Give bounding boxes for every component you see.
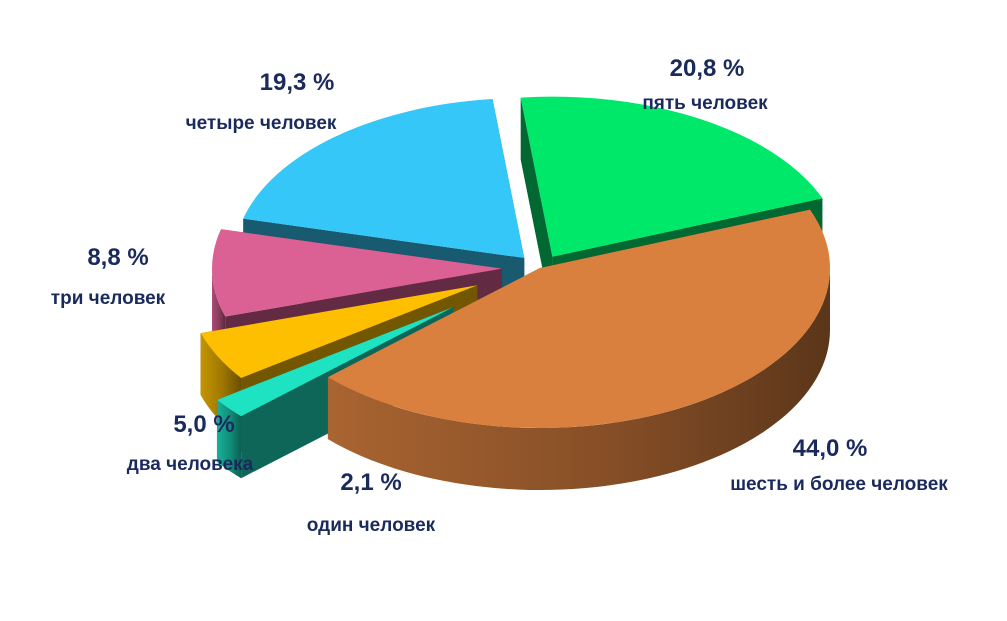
pie-slice-top [200, 285, 478, 378]
pie-labels: 2,1 % один человек 5,0 % два человека 8,… [51, 55, 948, 536]
slice-category-label-five: пять человек [642, 93, 768, 114]
pie-slice-wall-end [200, 285, 478, 396]
slice-value-label-six-plus: 44,0 % [793, 435, 868, 462]
pie-slice-top [243, 98, 525, 259]
slice-category-label-six-plus: шесть и более человек [730, 474, 948, 495]
slice-category-label-three: три человек [51, 288, 166, 309]
pie-slice-side [327, 268, 830, 490]
pie-slice-side [216, 399, 242, 479]
pie-slice-six-plus [327, 209, 830, 490]
pie-slice-wall-start [520, 97, 553, 319]
pie-slices [200, 96, 830, 490]
slice-value-label-five: 20,8 % [670, 55, 745, 82]
slice-category-label-one: один человек [307, 515, 436, 536]
slice-value-label-three: 8,8 % [87, 244, 148, 271]
pie-slice-top [520, 96, 823, 257]
pie-slice-top [216, 307, 454, 417]
slice-value-label-one: 2,1 % [340, 469, 401, 496]
slice-value-label-two: 5,0 % [173, 411, 234, 438]
slice-category-label-four: четыре человек [186, 113, 337, 134]
pie-slice-top [327, 209, 830, 428]
slice-value-label-four: 19,3 % [260, 69, 335, 96]
pie-slice-top [212, 229, 503, 317]
slice-category-label-two: два человека [127, 454, 254, 475]
